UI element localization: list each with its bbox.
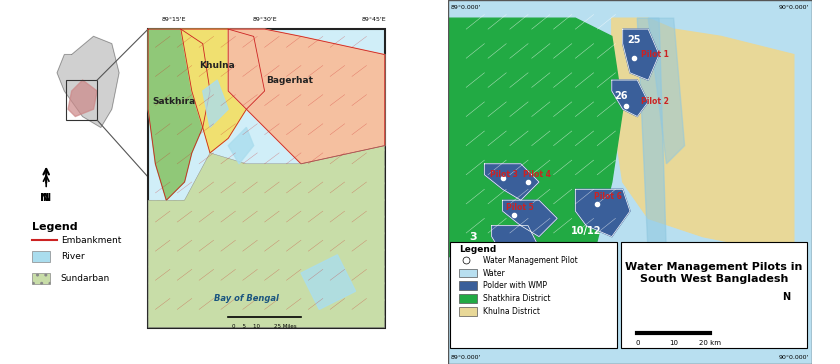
Text: Bay of Bengal: Bay of Bengal: [214, 294, 279, 303]
Polygon shape: [57, 36, 119, 127]
Polygon shape: [228, 29, 385, 164]
Text: Khulna: Khulna: [199, 61, 235, 70]
Text: 25: 25: [627, 35, 640, 45]
Text: Shatkhira District: Shatkhira District: [482, 294, 550, 303]
Text: Pilot 1: Pilot 1: [641, 50, 669, 59]
Text: 90°0.000': 90°0.000': [779, 355, 809, 360]
Text: Water: Water: [482, 269, 506, 277]
Polygon shape: [181, 29, 265, 153]
Bar: [32, 273, 50, 284]
Text: Pilot 5: Pilot 5: [507, 203, 534, 212]
Text: 10/12: 10/12: [571, 226, 601, 236]
Text: N: N: [42, 193, 50, 203]
Polygon shape: [148, 29, 210, 200]
Text: Pilot 4: Pilot 4: [522, 170, 550, 179]
Polygon shape: [648, 18, 685, 164]
Text: 0    5    10        25 Miles: 0 5 10 25 Miles: [233, 324, 297, 329]
FancyBboxPatch shape: [621, 242, 806, 348]
Text: 0: 0: [635, 340, 639, 346]
Polygon shape: [301, 255, 355, 309]
Bar: [459, 269, 477, 277]
Text: Pilot 2: Pilot 2: [641, 98, 669, 106]
Polygon shape: [148, 146, 385, 328]
Bar: [32, 251, 50, 262]
Text: Legend: Legend: [459, 245, 496, 254]
Text: Water Management Pilots in
South West Bangladesh: Water Management Pilots in South West Ba…: [625, 262, 802, 284]
Text: Water Management Pilot: Water Management Pilot: [482, 256, 577, 265]
Text: Legend: Legend: [32, 222, 77, 232]
Text: 10: 10: [669, 340, 678, 346]
Polygon shape: [448, 18, 622, 309]
FancyBboxPatch shape: [450, 242, 617, 348]
Text: N: N: [39, 193, 49, 203]
Polygon shape: [575, 189, 630, 237]
Text: 89°30'E: 89°30'E: [252, 17, 277, 22]
Text: 90°0.000': 90°0.000': [779, 5, 809, 11]
Text: 89°15'E: 89°15'E: [161, 17, 186, 22]
Bar: [66, 80, 97, 120]
Text: Khulna District: Khulna District: [482, 307, 539, 316]
Polygon shape: [228, 127, 254, 164]
Text: 89°0.000': 89°0.000': [451, 355, 481, 360]
Text: 3: 3: [470, 232, 477, 242]
Text: Satkhira: Satkhira: [152, 98, 195, 106]
Text: 89°0.000': 89°0.000': [451, 5, 481, 11]
Text: 20 km: 20 km: [699, 340, 721, 346]
Polygon shape: [502, 200, 557, 237]
Bar: [148, 29, 385, 328]
Text: Pilot 6: Pilot 6: [594, 192, 622, 201]
Polygon shape: [638, 18, 666, 255]
Text: Bagerhat: Bagerhat: [266, 76, 313, 84]
Polygon shape: [68, 80, 97, 116]
Text: N: N: [782, 292, 790, 302]
Text: 89°45'E: 89°45'E: [361, 17, 386, 22]
Polygon shape: [612, 80, 648, 116]
Polygon shape: [612, 18, 794, 255]
Polygon shape: [202, 80, 228, 127]
Polygon shape: [491, 226, 539, 262]
Bar: [459, 294, 477, 303]
Bar: [459, 281, 477, 290]
Polygon shape: [485, 164, 539, 200]
Polygon shape: [622, 29, 659, 80]
Text: Pilot 3: Pilot 3: [490, 170, 517, 179]
Text: Polder with WMP: Polder with WMP: [482, 281, 547, 290]
Text: Sundarban: Sundarban: [60, 274, 110, 283]
Text: Embankment: Embankment: [60, 236, 121, 245]
Text: River: River: [60, 252, 84, 261]
Bar: [459, 307, 477, 316]
Text: 26: 26: [614, 91, 627, 102]
